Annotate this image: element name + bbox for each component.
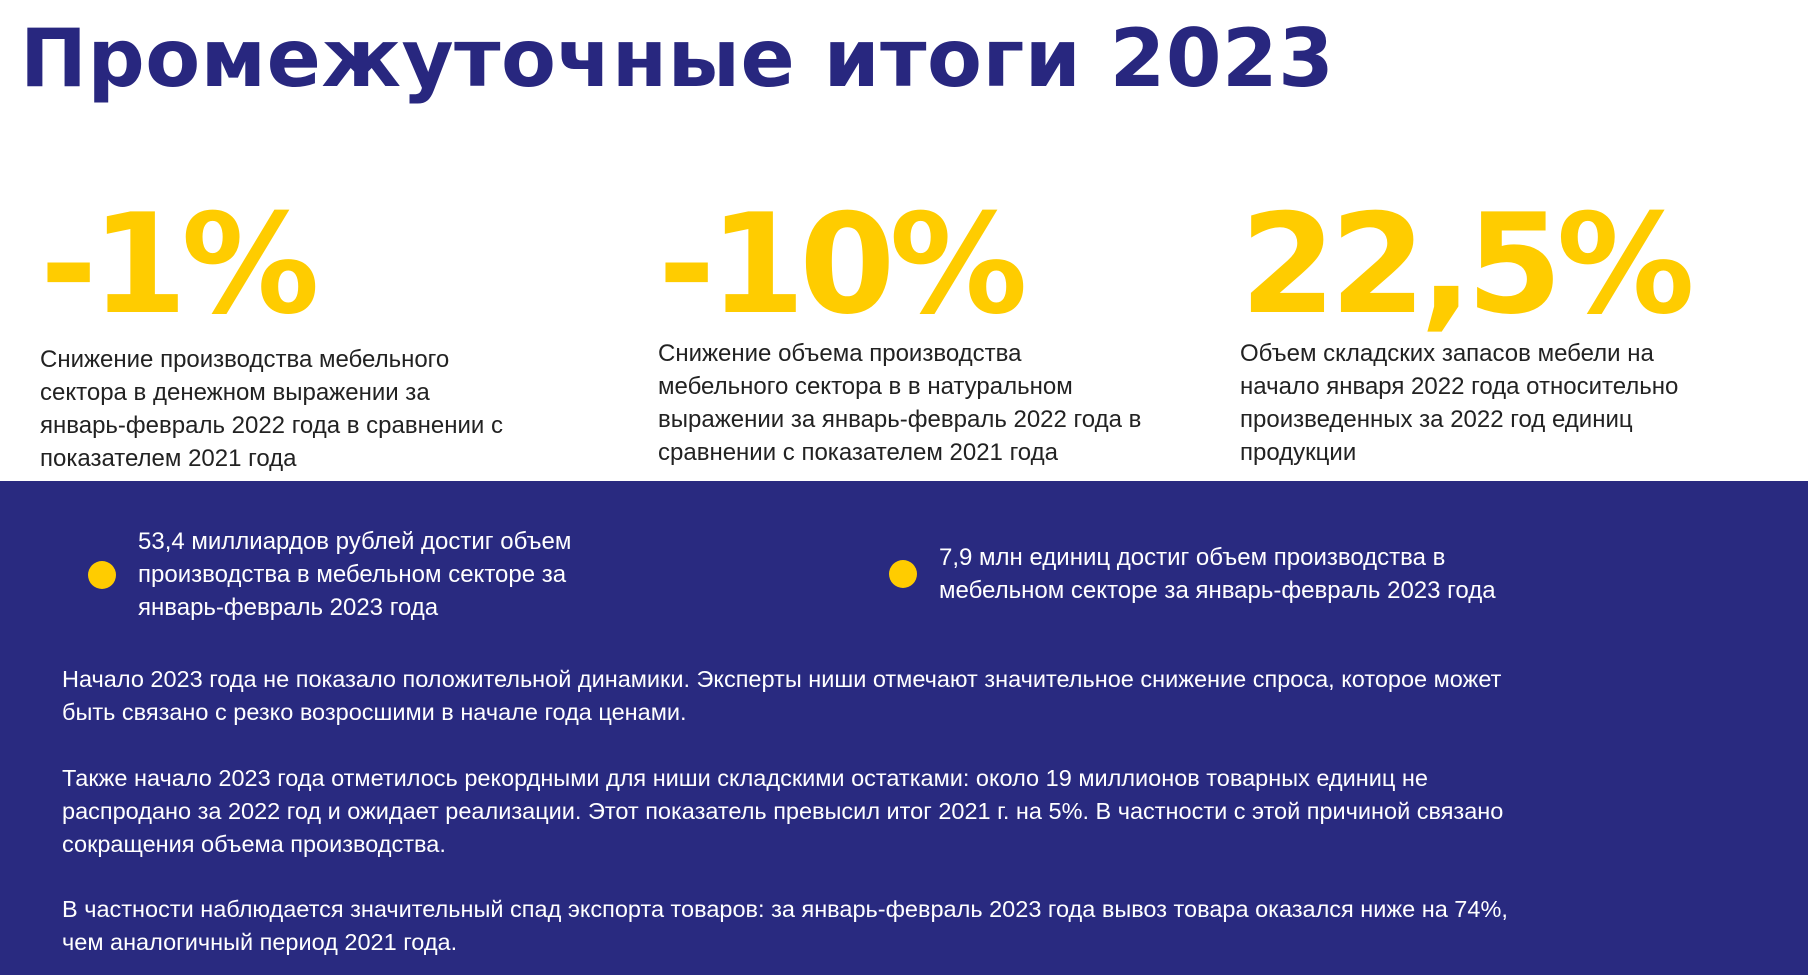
- paragraph-line: Начало 2023 года не показало положительн…: [62, 666, 1502, 692]
- paragraph-2: Также начало 2023 года отметилось рекорд…: [62, 762, 1503, 861]
- paragraph-line: распродано за 2022 год и ожидает реализа…: [62, 798, 1504, 824]
- desc-line: мебельного сектора в в натуральном: [658, 373, 1073, 400]
- desc-line: произведенных за 2022 год единиц: [1240, 406, 1633, 433]
- bullet-line: мебельном секторе за январь-февраль 2023…: [939, 577, 1496, 604]
- desc-line: начало января 2022 года относительно: [1240, 373, 1679, 400]
- stat-value: -10%: [658, 184, 1028, 345]
- stat-value: 22,5%: [1240, 184, 1695, 345]
- paragraph-1: Начало 2023 года не показало положительн…: [62, 663, 1501, 729]
- desc-line: продукции: [1240, 439, 1357, 466]
- stat-description: Объем складских запасов мебели на начало…: [1240, 337, 1689, 469]
- desc-line: сектора в денежном выражении за: [40, 379, 430, 406]
- bullet-dot-icon: [889, 560, 917, 588]
- bullet-line: январь-февраль 2023 года: [138, 594, 439, 621]
- paragraph-line: В частности наблюдается значительный спа…: [62, 896, 1508, 922]
- stat-value: -1%: [40, 184, 320, 345]
- desc-line: Снижение объема производства: [658, 340, 1022, 367]
- stat-description: Снижение объема производства мебельного …: [658, 337, 1141, 469]
- bullet-line: 53,4 миллиардов рублей достиг объем: [138, 528, 572, 555]
- stat-card-1: -1% Снижение производства мебельного сек…: [40, 184, 503, 475]
- desc-line: сравнении с показателем 2021 года: [658, 439, 1058, 466]
- bullet-line: 7,9 млн единиц достиг объем производства…: [939, 544, 1446, 571]
- stat-description: Снижение производства мебельного сектора…: [40, 343, 503, 475]
- paragraph-line: Также начало 2023 года отметилось рекорд…: [62, 765, 1428, 791]
- stat-card-2: -10% Снижение объема производства мебель…: [658, 184, 1141, 469]
- bullet-dot-icon: [88, 560, 116, 589]
- paragraph-3: В частности наблюдается значительный спа…: [62, 893, 1508, 959]
- desc-line: Снижение производства мебельного: [40, 346, 450, 373]
- bullet-line: производства в мебельном секторе за: [138, 561, 567, 588]
- bullet-item-2: 7,9 млн единиц достиг объем производства…: [889, 541, 1496, 607]
- page-title: Промежуточные итоги 2023: [20, 12, 1335, 105]
- paragraph-line: быть связано с резко возросшими в начале…: [62, 699, 687, 725]
- bullet-item-1: 53,4 миллиардов рублей достиг объем прои…: [88, 525, 571, 624]
- desc-line: Объем складских запасов мебели на: [1240, 340, 1654, 367]
- desc-line: показателем 2021 года: [40, 445, 297, 472]
- paragraph-line: сокращения объема производства.: [62, 831, 446, 857]
- desc-line: январь-февраль 2022 года в сравнении с: [40, 412, 503, 439]
- stat-card-3: 22,5% Объем складских запасов мебели на …: [1240, 184, 1695, 469]
- desc-line: выражении за январь-февраль 2022 года в: [658, 406, 1142, 433]
- paragraph-line: чем аналогичный период 2021 года.: [62, 929, 458, 955]
